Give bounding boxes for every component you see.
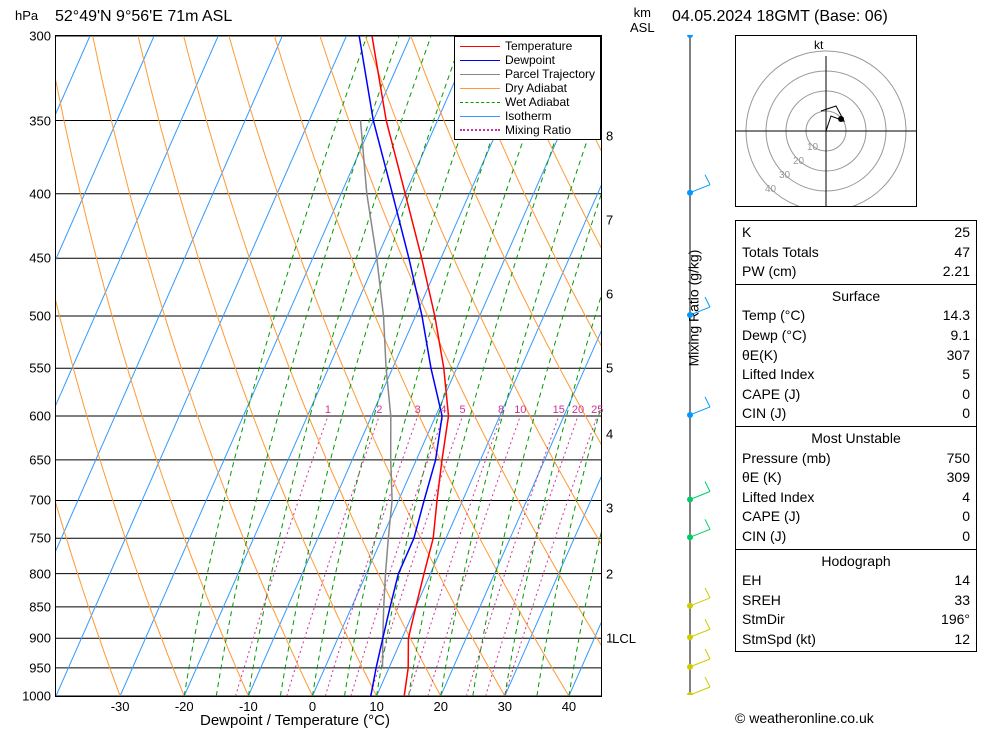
x-tick-label: 20 (433, 699, 447, 714)
mixing-ratio-label: 25 (591, 404, 603, 416)
y-tick-label: 500 (29, 309, 51, 324)
y-right-tick-label: 3 (606, 501, 613, 516)
datetime-title: 04.05.2024 18GMT (Base: 06) (672, 8, 888, 26)
data-row: PW (cm)2.21 (742, 262, 970, 282)
data-row: θE (K)309 (742, 468, 970, 488)
y-tick-label: 1000 (22, 689, 51, 704)
svg-text:10: 10 (807, 142, 819, 153)
y-right-tick-label: 5 (606, 361, 613, 376)
lcl-label: LCL (612, 631, 636, 646)
indices-panel: K25Totals Totals47PW (cm)2.21 SurfaceTem… (735, 220, 977, 652)
mixing-ratio-label: 2 (376, 404, 382, 416)
legend-row: Wet Adiabat (460, 95, 595, 109)
mixing-ratio-label: 8 (498, 404, 504, 416)
data-row: CAPE (J)0 (742, 507, 970, 527)
section-title: Hodograph (742, 552, 970, 572)
x-tick-label: 40 (562, 699, 576, 714)
mixing-ratio-label: 5 (460, 404, 466, 416)
x-tick-label: -20 (175, 699, 194, 714)
y-tick-label: 700 (29, 493, 51, 508)
section-title: Surface (742, 287, 970, 307)
x-tick-label: -10 (239, 699, 258, 714)
skewt-chart: TemperatureDewpointParcel TrajectoryDry … (55, 35, 602, 697)
x-tick-label: -30 (111, 699, 130, 714)
location-title: 52°49'N 9°56'E 71m ASL (55, 8, 232, 26)
hodograph-unit: kt (814, 38, 823, 52)
y-right-tick-label: 2 (606, 566, 613, 581)
data-row: StmSpd (kt)12 (742, 630, 970, 650)
data-row: θE(K)307 (742, 346, 970, 366)
svg-text:20: 20 (793, 156, 805, 167)
x-tick-label: 0 (309, 699, 316, 714)
hodograph-panel: kt 10203040 (735, 35, 917, 207)
section-surface: SurfaceTemp (°C)14.3Dewp (°C)9.1θE(K)307… (736, 285, 976, 427)
mixing-ratio-label: 1 (325, 404, 331, 416)
data-row: Totals Totals47 (742, 243, 970, 263)
y-tick-label: 950 (29, 660, 51, 675)
x-tick-label: 10 (369, 699, 383, 714)
section-indices: K25Totals Totals47PW (cm)2.21 (736, 221, 976, 285)
data-row: EH14 (742, 571, 970, 591)
y-right-tick-label: 8 (606, 128, 613, 143)
mixing-ratio-label: 4 (440, 404, 446, 416)
copyright-text: © weatheronline.co.uk (735, 710, 874, 726)
data-row: SREH33 (742, 591, 970, 611)
data-row: K25 (742, 223, 970, 243)
y-tick-label: 350 (29, 113, 51, 128)
svg-text:40: 40 (765, 184, 777, 195)
y-left-unit: hPa (15, 8, 38, 23)
section-unstable: Most UnstablePressure (mb)750θE (K)309Li… (736, 427, 976, 550)
y-tick-label: 750 (29, 531, 51, 546)
y-tick-label: 650 (29, 452, 51, 467)
section-hodograph: HodographEH14SREH33StmDir196°StmSpd (kt)… (736, 550, 976, 652)
legend-row: Dry Adiabat (460, 81, 595, 95)
y-tick-label: 450 (29, 251, 51, 266)
y-right-tick-label: 4 (606, 426, 613, 441)
data-row: Lifted Index5 (742, 365, 970, 385)
y-tick-label: 550 (29, 361, 51, 376)
legend-box: TemperatureDewpointParcel TrajectoryDry … (454, 36, 601, 140)
data-row: Temp (°C)14.3 (742, 306, 970, 326)
mixing-ratio-label: 20 (572, 404, 584, 416)
legend-row: Temperature (460, 39, 595, 53)
y-right-unit: km ASL (630, 5, 655, 35)
y-tick-label: 850 (29, 599, 51, 614)
y-tick-label: 600 (29, 408, 51, 423)
mixing-ratio-label: 10 (514, 404, 526, 416)
y-right-tick-label: 1 (606, 631, 613, 646)
data-row: Lifted Index4 (742, 488, 970, 508)
data-row: CAPE (J)0 (742, 385, 970, 405)
data-row: CIN (J)0 (742, 404, 970, 424)
wind-barb-column (680, 35, 720, 695)
x-tick-label: 30 (498, 699, 512, 714)
y-right-tick-label: 7 (606, 213, 613, 228)
legend-row: Parcel Trajectory (460, 67, 595, 81)
y-right-tick-label: 6 (606, 286, 613, 301)
section-title: Most Unstable (742, 429, 970, 449)
legend-row: Dewpoint (460, 53, 595, 67)
x-axis-label: Dewpoint / Temperature (°C) (200, 712, 390, 729)
mixing-ratio-label: 3 (415, 404, 421, 416)
y-tick-label: 300 (29, 29, 51, 44)
y-tick-label: 400 (29, 186, 51, 201)
y-tick-label: 900 (29, 631, 51, 646)
data-row: CIN (J)0 (742, 527, 970, 547)
data-row: StmDir196° (742, 610, 970, 630)
mixing-ratio-label: 15 (553, 404, 565, 416)
legend-row: Isotherm (460, 109, 595, 123)
legend-row: Mixing Ratio (460, 123, 595, 137)
data-row: Dewp (°C)9.1 (742, 326, 970, 346)
y-tick-label: 800 (29, 566, 51, 581)
svg-text:30: 30 (779, 170, 791, 181)
data-row: Pressure (mb)750 (742, 449, 970, 469)
